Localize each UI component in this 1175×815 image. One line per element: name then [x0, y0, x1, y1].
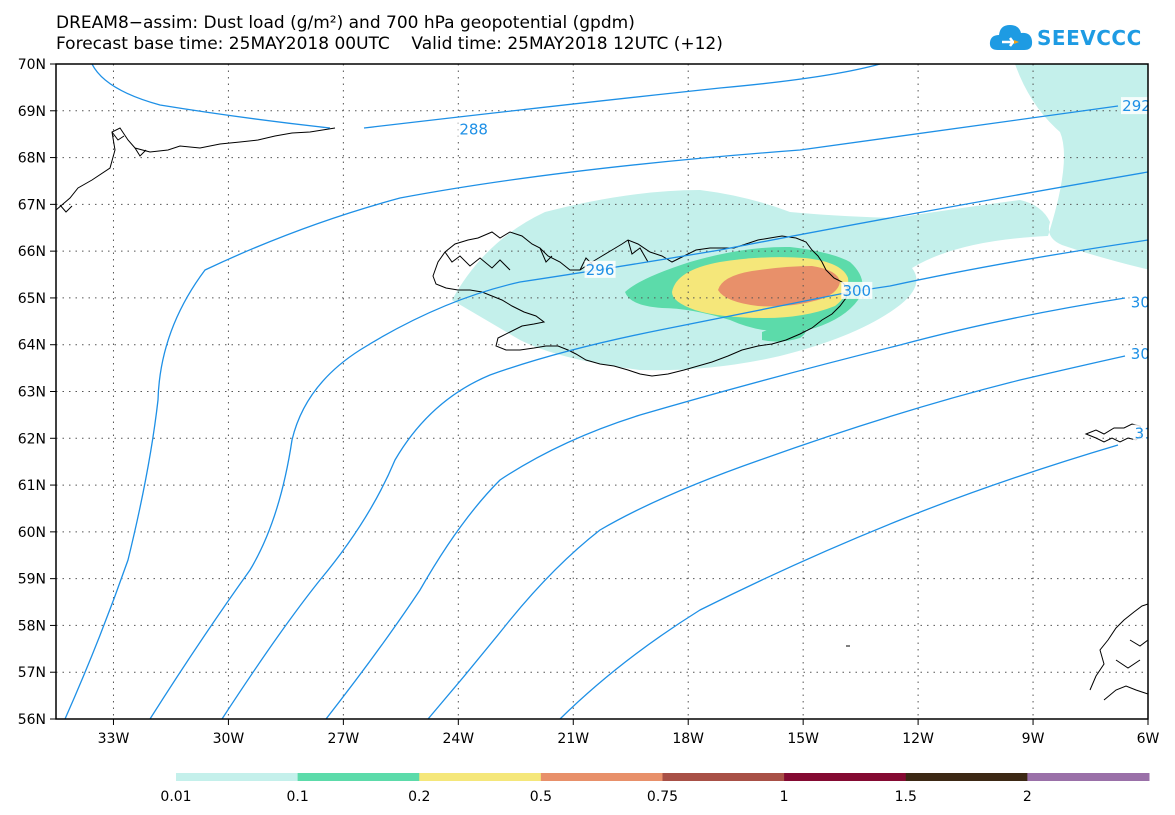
contour-label-bg	[584, 260, 616, 278]
contour-312	[559, 444, 1119, 719]
colorbar-label: 0.01	[160, 789, 191, 805]
contour-label-bg	[1129, 293, 1148, 311]
contour-label: 30	[1131, 294, 1150, 312]
dust-band-0.5	[718, 266, 840, 307]
colorbar-swatch	[419, 773, 542, 781]
colorbar-swatch	[1027, 773, 1150, 781]
lat-tick-label: 61N	[18, 478, 46, 494]
lat-tick-label: 68N	[18, 151, 46, 167]
lat-tick-label: 63N	[18, 385, 46, 401]
colorbar-swatch	[662, 773, 785, 781]
map-title-line-1: DREAM8−assim: Dust load (g/m²) and 700 h…	[56, 13, 635, 33]
colorbar-label: 0.2	[408, 789, 430, 805]
geopotential-contours	[64, 64, 1148, 719]
contour-304	[325, 297, 1126, 719]
colorbar-label: 0.5	[530, 789, 552, 805]
longitude-labels: 33W 30W 27W 24W 21W 18W 15W 12W 9W 6W	[98, 731, 1160, 747]
lon-tick-label: 21W	[557, 731, 589, 747]
lon-tick-label: 30W	[213, 731, 245, 747]
cloud-icon	[989, 25, 1033, 50]
colorbar-swatch	[784, 773, 907, 781]
dust-load-shading	[452, 64, 1148, 371]
lon-tick-label: 9W	[1022, 731, 1045, 747]
colorbar-label: 2	[1023, 789, 1032, 805]
lat-tick-label: 57N	[18, 665, 46, 681]
lat-tick-label: 66N	[18, 244, 46, 260]
scotland-coast	[1089, 603, 1148, 701]
colorbar-label: 1.5	[895, 789, 917, 805]
contour-300	[221, 239, 1148, 719]
map-content: 288 292 296 300 30 30 31	[56, 64, 1154, 719]
lon-tick-label: 18W	[672, 731, 704, 747]
colorbar-swatch	[176, 773, 299, 781]
colorbar-label: 0.1	[286, 789, 308, 805]
contour-labels: 288 292 296 300 30 30 31	[458, 97, 1154, 443]
lat-tick-label: 65N	[18, 291, 46, 307]
lat-tick-label: 70N	[18, 57, 46, 73]
colorbar-swatch	[540, 773, 663, 781]
lon-tick-label: 6W	[1137, 731, 1160, 747]
latitude-labels: 56N 57N 58N 59N 60N 61N 62N 63N 64N 65N 66N 67N 68N 6…	[18, 57, 46, 728]
dust-load-colorbar: 0.01 0.1 0.2 0.5 0.75 1 1.5 2	[160, 773, 1150, 805]
contour-308	[427, 355, 1126, 719]
contour-296	[149, 171, 1148, 719]
contour-label: 292	[1122, 97, 1151, 115]
lon-tick-label: 27W	[328, 731, 360, 747]
colorbar-label: 1	[780, 789, 789, 805]
contour-label-bg	[458, 120, 490, 138]
lon-tick-label: 24W	[442, 731, 474, 747]
lat-tick-label: 64N	[18, 338, 46, 354]
greenland-fjords	[59, 131, 147, 213]
contour-label-bg	[1133, 424, 1148, 442]
lat-tick-label: 59N	[18, 572, 46, 588]
lat-tick-label: 58N	[18, 618, 46, 634]
axis-ticks	[50, 63, 1149, 725]
lat-tick-label: 67N	[18, 197, 46, 213]
iceland-westfjords	[444, 239, 649, 271]
lat-tick-label: 56N	[18, 712, 46, 728]
contour-label: 296	[586, 261, 615, 279]
contour-288-b	[363, 64, 881, 129]
colorbar-label: 0.75	[647, 789, 678, 805]
logo-text: SEEVCCC	[1037, 26, 1142, 50]
lon-tick-label: 33W	[98, 731, 130, 747]
seevccc-logo: SEEVCCC	[988, 20, 1148, 60]
map-title-line-2: Forecast base time: 25MAY2018 00UTC Vali…	[56, 34, 723, 54]
contour-label: 288	[459, 121, 488, 139]
lat-tick-label: 62N	[18, 431, 46, 447]
contour-288	[91, 64, 331, 129]
contour-label-bg	[1129, 345, 1148, 363]
contour-292	[64, 105, 1119, 719]
colorbar-swatch	[297, 773, 420, 781]
dust-band-0.1-b	[762, 322, 806, 342]
lon-tick-label: 12W	[902, 731, 934, 747]
lat-tick-label: 69N	[18, 104, 46, 120]
coastlines	[56, 127, 1148, 701]
contour-label: 31	[1135, 425, 1154, 443]
lat-tick-label: 60N	[18, 525, 46, 541]
lon-tick-label: 15W	[787, 731, 819, 747]
contour-label: 30	[1131, 345, 1150, 363]
contour-label-bg	[841, 281, 873, 299]
graticule	[56, 64, 1148, 719]
colorbar-swatch	[905, 773, 1028, 781]
contour-label-bg	[1121, 97, 1148, 115]
iceland-coast	[432, 231, 849, 377]
greenland-coast	[56, 127, 336, 211]
contour-label: 300	[842, 282, 871, 300]
